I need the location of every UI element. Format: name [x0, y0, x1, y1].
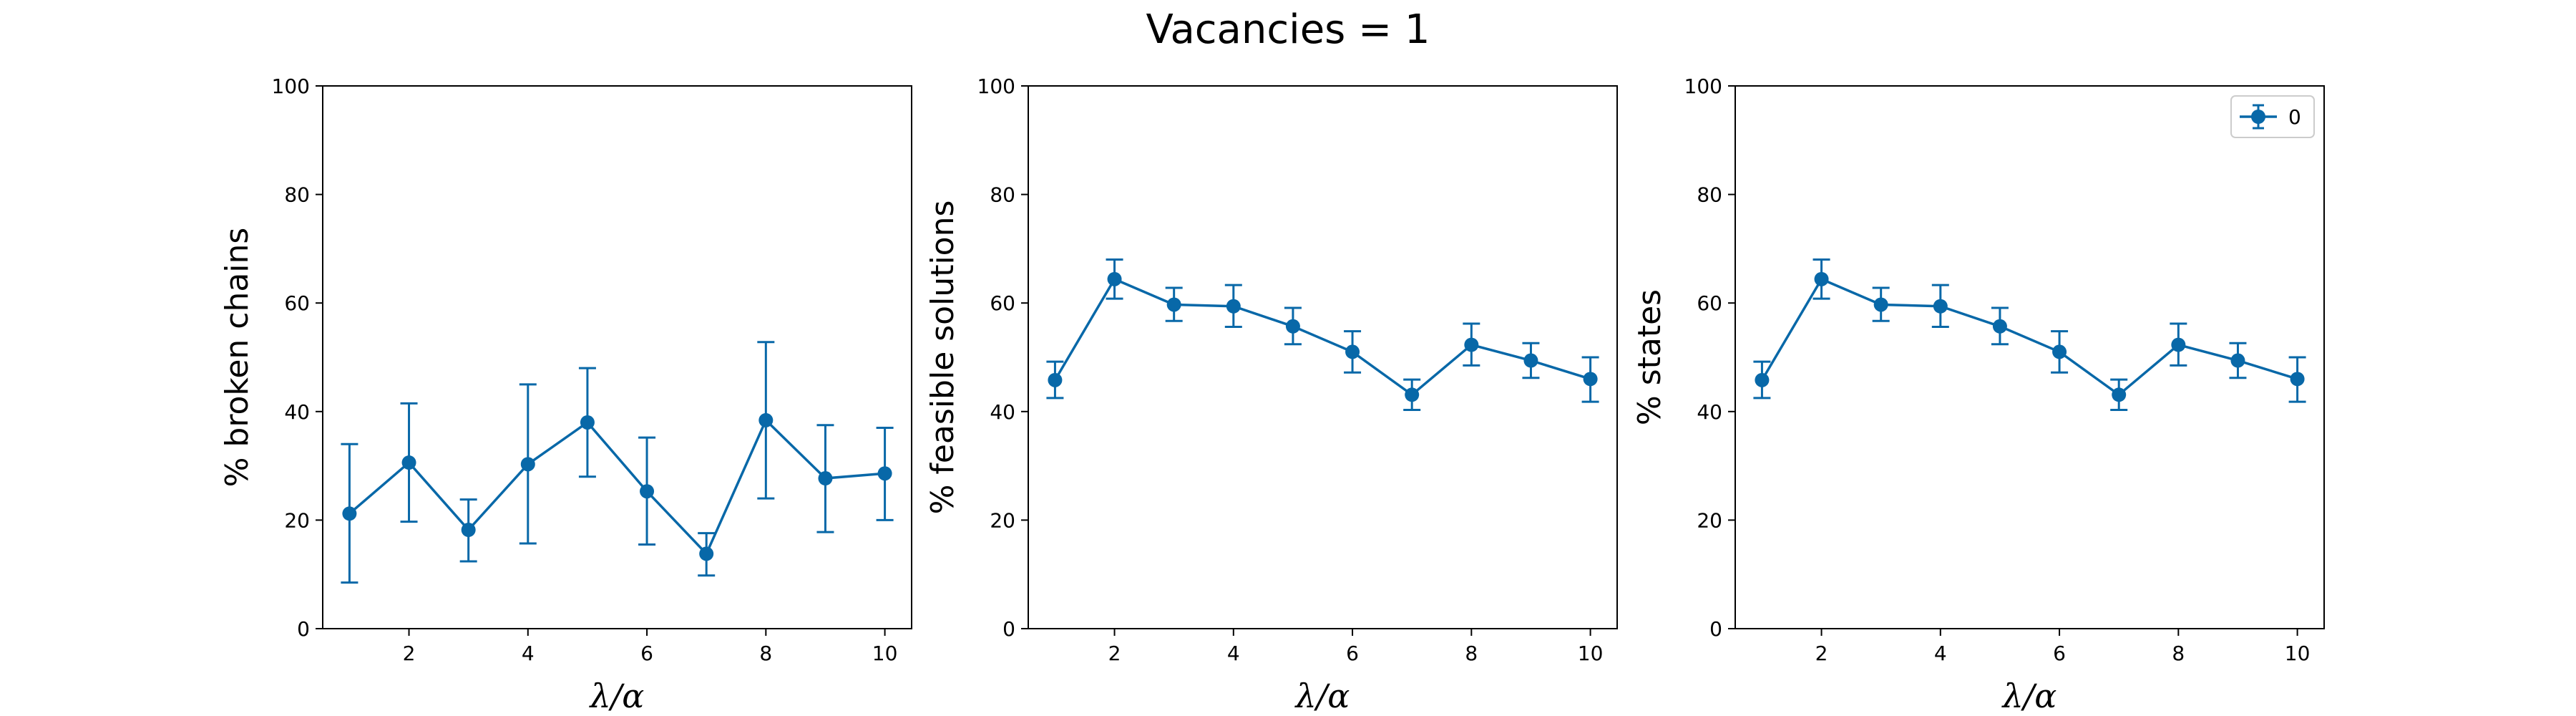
axes-frame — [1735, 85, 2325, 629]
y-tick-label: 20 — [1697, 508, 1722, 532]
data-point — [2112, 387, 2127, 402]
data-point — [2171, 337, 2186, 352]
y-tick-label: 40 — [1697, 400, 1722, 424]
y-tick-label: 100 — [1684, 74, 1722, 98]
x-tick-label: 4 — [1934, 642, 1947, 665]
data-point — [401, 455, 416, 470]
y-tick-label: 0 — [1709, 617, 1722, 641]
series-line — [1053, 277, 1591, 397]
panel-1: 0 20 40 60 80 100 2 4 6 8 10 λ/α % broken chains — [219, 74, 912, 715]
data-point — [1107, 271, 1122, 286]
panel-2: 0 20 40 60 80 100 2 4 6 8 10 λ/α % feasible solution… — [924, 74, 1618, 715]
y-tick-label: 40 — [990, 400, 1015, 424]
x-tick-label: 10 — [2285, 642, 2311, 665]
axes-frame — [1028, 85, 1618, 629]
data-point — [1285, 319, 1300, 334]
data-point — [520, 457, 535, 472]
data-point — [1166, 297, 1181, 312]
data-point — [1814, 271, 1829, 286]
y-tick-label: 20 — [284, 508, 310, 532]
data-point — [1992, 319, 2007, 334]
data-point — [1523, 353, 1538, 368]
data-point — [1405, 387, 1420, 402]
data-point — [1464, 337, 1479, 352]
x-tick-label: 4 — [522, 642, 535, 665]
data-point — [1345, 344, 1360, 359]
x-axis-label: λ/α — [589, 677, 645, 715]
series-1 — [341, 341, 894, 584]
series-line — [1760, 277, 2298, 397]
legend: 0 — [2230, 95, 2315, 138]
data-point — [640, 484, 655, 499]
series-line — [348, 417, 885, 556]
data-point — [342, 506, 357, 521]
series-1 — [1046, 258, 1599, 412]
y-tick-label: 40 — [284, 400, 310, 424]
x-tick-label: 8 — [759, 642, 772, 665]
data-point — [758, 412, 774, 427]
data-point — [1933, 299, 1948, 314]
x-tick-label: 4 — [1227, 642, 1240, 665]
x-tick-label: 2 — [403, 642, 416, 665]
data-point — [1873, 297, 1888, 312]
data-point — [1048, 372, 1063, 387]
y-tick-label: 0 — [1002, 617, 1015, 641]
y-axis-label: % states — [1631, 289, 1668, 425]
data-point — [2290, 372, 2305, 387]
x-axis-label: λ/α — [2001, 677, 2057, 715]
y-tick-label: 80 — [284, 183, 310, 207]
y-tick-label: 100 — [977, 74, 1015, 98]
x-tick-label: 8 — [1465, 642, 1478, 665]
legend-label: 0 — [2288, 105, 2301, 129]
y-tick-label: 0 — [297, 617, 310, 641]
data-point — [1226, 299, 1241, 314]
data-point — [580, 415, 595, 430]
x-tick-label: 10 — [872, 642, 898, 665]
x-tick-label: 2 — [1815, 642, 1828, 665]
x-tick-label: 6 — [2053, 642, 2066, 665]
data-point — [1583, 372, 1598, 387]
data-point — [818, 471, 833, 486]
x-tick-label: 10 — [1578, 642, 1604, 665]
y-axis-label: % broken chains — [219, 228, 255, 488]
y-tick-label: 60 — [1697, 291, 1722, 315]
panel-3: 0 20 40 60 80 100 2 4 6 8 10 λ/α % states 0 — [1631, 74, 2325, 715]
data-point — [877, 466, 892, 481]
y-tick-label: 80 — [990, 183, 1015, 207]
legend-marker — [2251, 110, 2265, 124]
y-tick-label: 20 — [990, 508, 1015, 532]
data-point — [2230, 353, 2245, 368]
axes-frame — [322, 85, 912, 629]
y-tick-label: 60 — [284, 291, 310, 315]
y-tick-label: 80 — [1697, 183, 1722, 207]
x-tick-label: 8 — [2172, 642, 2185, 665]
x-tick-label: 6 — [1346, 642, 1359, 665]
y-axis-label: % feasible solutions — [924, 200, 961, 515]
data-point — [1755, 372, 1770, 387]
data-point — [461, 523, 476, 538]
series-1 — [1753, 258, 2306, 412]
y-tick-label: 60 — [990, 291, 1015, 315]
figure-title: Vacancies = 1 — [1146, 6, 1430, 53]
x-axis-label: λ/α — [1294, 677, 1350, 715]
x-tick-label: 2 — [1108, 642, 1121, 665]
data-point — [699, 546, 714, 561]
y-tick-label: 100 — [272, 74, 310, 98]
x-tick-label: 6 — [640, 642, 653, 665]
data-point — [2052, 344, 2067, 359]
